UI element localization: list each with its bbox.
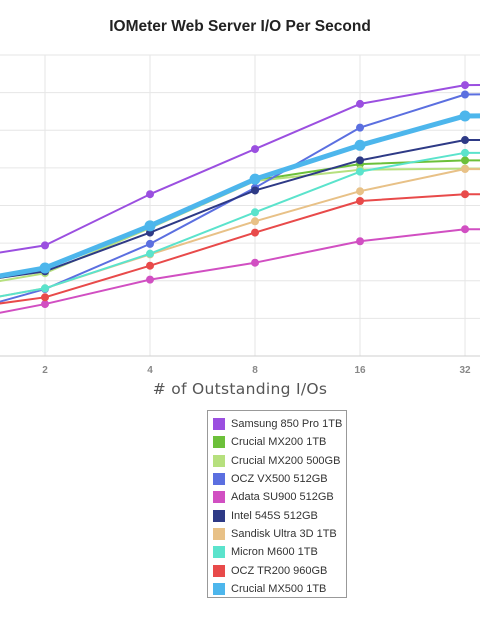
x-tick-label: 32 — [459, 365, 471, 376]
legend-swatch — [213, 564, 225, 577]
legend-item: OCZ TR200 960GB — [213, 561, 346, 579]
data-point-8-5 — [461, 190, 470, 199]
data-point-7-3 — [251, 208, 260, 217]
legend-item: Crucial MX200 1TB — [213, 433, 346, 451]
legend-item: Micron M600 1TB — [213, 543, 346, 561]
data-point-3-4 — [356, 123, 365, 132]
legend-label: Intel 545S 512GB — [231, 509, 318, 522]
legend-label: Adata SU900 512GB — [231, 491, 334, 504]
data-point-4-4 — [356, 237, 365, 246]
legend-label: Samsung 850 Pro 1TB — [231, 418, 343, 431]
series-line-8 — [0, 193, 480, 305]
data-point-0-1 — [41, 241, 50, 250]
data-point-9-3 — [249, 173, 261, 185]
legend-label: Micron M600 1TB — [231, 546, 318, 559]
data-point-0-4 — [356, 99, 365, 108]
data-point-0-2 — [146, 190, 155, 199]
legend-label: OCZ VX500 512GB — [231, 473, 328, 486]
legend-item: Adata SU900 512GB — [213, 488, 346, 506]
series-line-7 — [0, 151, 480, 298]
data-point-9-4 — [354, 139, 366, 151]
series-line-1 — [0, 159, 480, 279]
data-point-6-4 — [356, 187, 365, 196]
data-point-1-5 — [461, 156, 470, 165]
data-point-9-2 — [144, 220, 156, 232]
data-point-7-1 — [41, 284, 50, 293]
data-point-8-1 — [41, 293, 50, 302]
data-point-0-3 — [251, 145, 260, 154]
data-point-6-3 — [251, 217, 260, 226]
data-point-8-3 — [251, 228, 260, 237]
data-point-6-5 — [461, 165, 470, 174]
legend-swatch — [213, 527, 225, 540]
x-tick-label: 16 — [354, 365, 366, 376]
legend-item: Sandisk Ultra 3D 1TB — [213, 525, 346, 543]
chart-title: IOMeter Web Server I/O Per Second — [109, 18, 371, 35]
legend-label: Crucial MX200 500GB — [231, 454, 341, 467]
x-tick-label: 8 — [252, 365, 258, 376]
legend-swatch — [213, 418, 225, 431]
data-point-5-3 — [251, 186, 260, 195]
data-point-4-3 — [251, 258, 260, 267]
legend-swatch — [213, 582, 225, 595]
data-point-5-5 — [461, 136, 470, 145]
x-tick-label: 4 — [147, 365, 153, 376]
data-point-9-5 — [459, 110, 471, 122]
data-point-8-2 — [146, 261, 155, 270]
legend: Samsung 850 Pro 1TB Crucial MX200 1TB Cruc… — [207, 410, 347, 598]
legend-item: OCZ VX500 512GB — [213, 470, 346, 488]
data-point-3-5 — [461, 90, 470, 99]
x-axis-label: # of Outstanding I/Os — [152, 380, 328, 398]
legend-item: Crucial MX500 1TB — [213, 580, 346, 598]
data-point-7-4 — [356, 167, 365, 176]
data-point-3-2 — [146, 239, 155, 248]
data-point-7-2 — [146, 249, 155, 258]
legend-label: Sandisk Ultra 3D 1TB — [231, 527, 337, 540]
legend-swatch — [213, 473, 225, 486]
legend-swatch — [213, 509, 225, 522]
data-point-5-4 — [356, 156, 365, 165]
legend-item: Samsung 850 Pro 1TB — [213, 415, 346, 433]
data-point-9-1 — [39, 262, 51, 274]
x-tick-label: 2 — [42, 365, 48, 376]
data-point-4-5 — [461, 225, 470, 234]
legend-swatch — [213, 491, 225, 504]
legend-swatch — [213, 454, 225, 467]
legend-item: Crucial MX200 500GB — [213, 452, 346, 470]
legend-label: Crucial MX200 1TB — [231, 436, 327, 449]
data-point-4-1 — [41, 300, 50, 309]
data-point-0-5 — [461, 81, 470, 90]
legend-label: OCZ TR200 960GB — [231, 564, 328, 577]
data-point-7-5 — [461, 148, 470, 157]
legend-item: Intel 545S 512GB — [213, 506, 346, 524]
legend-label: Crucial MX500 1TB — [231, 582, 327, 595]
data-point-8-4 — [356, 196, 365, 205]
legend-swatch — [213, 546, 225, 559]
legend-swatch — [213, 436, 225, 449]
data-point-4-2 — [146, 275, 155, 284]
